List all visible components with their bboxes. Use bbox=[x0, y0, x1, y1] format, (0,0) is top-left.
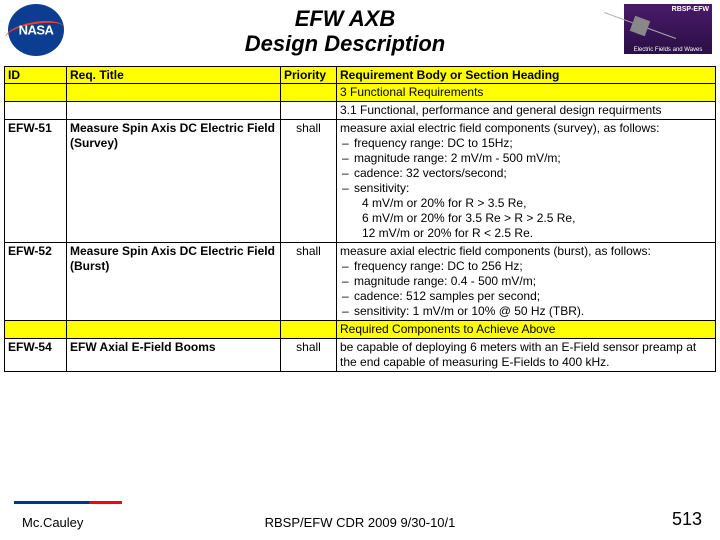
title-line-1: EFW AXB bbox=[72, 6, 618, 31]
table-row: EFW-52 Measure Spin Axis DC Electric Fie… bbox=[5, 243, 716, 321]
subsection-heading: 3.1 Functional, performance and general … bbox=[337, 102, 716, 120]
req-id: EFW-51 bbox=[5, 120, 67, 243]
col-priority: Priority bbox=[281, 67, 337, 84]
footer-event: RBSP/EFW CDR 2009 9/30-10/1 bbox=[265, 515, 456, 530]
section-heading: 3 Functional Requirements bbox=[337, 84, 716, 102]
req-body: measure axial electric field components … bbox=[337, 243, 716, 321]
section-row: 3 Functional Requirements bbox=[5, 84, 716, 102]
badge-top-text: RBSP-EFW bbox=[672, 6, 709, 13]
req-priority: shall bbox=[281, 120, 337, 243]
nasa-logo-icon bbox=[8, 4, 64, 56]
req-id: EFW-52 bbox=[5, 243, 67, 321]
table-header-row: ID Req. Title Priority Requirement Body … bbox=[5, 67, 716, 84]
col-title: Req. Title bbox=[67, 67, 281, 84]
table-row: 3.1 Functional, performance and general … bbox=[5, 102, 716, 120]
badge-sub-text: Electric Fields and Waves bbox=[624, 47, 712, 53]
req-title: EFW Axial E-Field Booms bbox=[67, 339, 281, 372]
requirements-table: ID Req. Title Priority Requirement Body … bbox=[4, 66, 716, 372]
table-row: EFW-51 Measure Spin Axis DC Electric Fie… bbox=[5, 120, 716, 243]
req-title: Measure Spin Axis DC Electric Field (Bur… bbox=[67, 243, 281, 321]
table-row: EFW-54 EFW Axial E-Field Booms shall be … bbox=[5, 339, 716, 372]
req-title: Measure Spin Axis DC Electric Field (Sur… bbox=[67, 120, 281, 243]
req-priority: shall bbox=[281, 339, 337, 372]
page-number: 513 bbox=[672, 509, 702, 530]
col-body: Requirement Body or Section Heading bbox=[337, 67, 716, 84]
slide-header: EFW AXB Design Description RBSP-EFW Elec… bbox=[0, 0, 720, 66]
req-body: be capable of deploying 6 meters with an… bbox=[337, 339, 716, 372]
title-line-2: Design Description bbox=[72, 31, 618, 56]
section-heading: Required Components to Achieve Above bbox=[337, 321, 716, 339]
section-row: Required Components to Achieve Above bbox=[5, 321, 716, 339]
footer-author: Mc.Cauley bbox=[22, 515, 83, 530]
page-title: EFW AXB Design Description bbox=[72, 4, 618, 57]
slide-footer: Mc.Cauley RBSP/EFW CDR 2009 9/30-10/1 51… bbox=[0, 509, 720, 530]
footer-divider bbox=[14, 501, 122, 504]
rbsp-efw-badge-icon: RBSP-EFW Electric Fields and Waves bbox=[624, 4, 712, 54]
req-priority: shall bbox=[281, 243, 337, 321]
req-body: measure axial electric field components … bbox=[337, 120, 716, 243]
col-id: ID bbox=[5, 67, 67, 84]
req-id: EFW-54 bbox=[5, 339, 67, 372]
